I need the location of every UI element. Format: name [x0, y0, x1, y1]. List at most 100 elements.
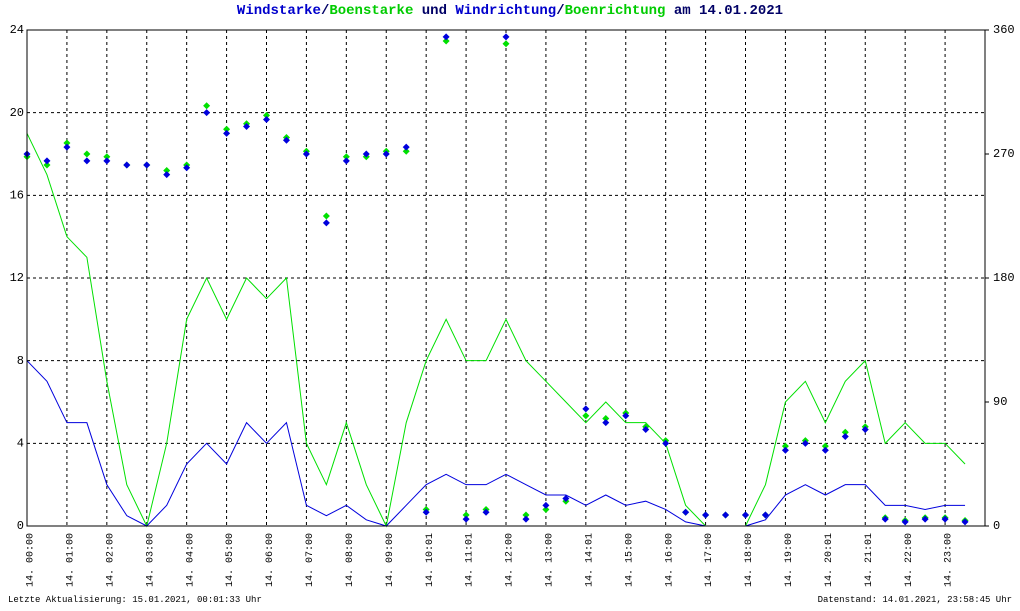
direction-point: [881, 515, 889, 523]
direction-point: [861, 426, 869, 434]
direction-point: [322, 219, 330, 227]
direction-point: [482, 508, 490, 516]
x-tick-label: 14. 00:00: [26, 533, 37, 587]
direction-point: [183, 164, 191, 172]
y2-tick-label: 270: [993, 147, 1015, 161]
direction-point: [462, 515, 470, 523]
direction-point: [761, 511, 769, 519]
x-tick-label: 14. 04:00: [185, 533, 196, 587]
x-tick-label: 14. 08:00: [345, 533, 356, 587]
x-tick-label: 14. 10:01: [425, 533, 436, 587]
footer-right: Datenstand: 14.01.2021, 23:58:45 Uhr: [818, 595, 1012, 605]
y2-tick-label: 360: [993, 23, 1015, 37]
direction-point: [442, 37, 450, 45]
direction-point: [203, 109, 211, 117]
direction-point: [582, 405, 590, 413]
x-tick-label: 14. 05:00: [225, 533, 236, 587]
direction-point: [103, 153, 111, 161]
x-tick-label: 14. 13:00: [545, 533, 556, 587]
direction-point: [382, 150, 390, 158]
direction-point: [542, 501, 550, 509]
plot-frame: [26, 29, 986, 527]
direction-point: [642, 426, 650, 434]
direction-point: [342, 157, 350, 165]
direction-point: [282, 136, 290, 144]
direction-point: [682, 508, 690, 516]
direction-point: [801, 439, 809, 447]
direction-point: [143, 161, 151, 169]
x-tick-label: 14. 22:00: [904, 533, 915, 587]
direction-point: [203, 102, 211, 110]
direction-point: [462, 511, 470, 519]
direction-point: [602, 419, 610, 427]
direction-point: [223, 129, 231, 137]
direction-point: [921, 515, 929, 523]
direction-point: [522, 515, 530, 523]
series-line: [26, 133, 966, 528]
y2-tick-label: 90: [993, 395, 1007, 409]
direction-point: [43, 157, 51, 165]
y2-tick-label: 0: [993, 519, 1000, 533]
direction-point: [263, 111, 270, 119]
direction-point: [442, 33, 450, 41]
title-part: Boenrichtung: [565, 3, 666, 19]
direction-point: [263, 116, 270, 124]
direction-point: [781, 442, 789, 450]
direction-point: [123, 161, 131, 169]
direction-point: [83, 157, 91, 165]
y-tick-label: 20: [10, 106, 24, 120]
title-part: /: [321, 3, 329, 19]
x-tick-label: 14. 19:00: [784, 533, 795, 587]
x-tick-label: 14. 15:00: [624, 533, 635, 587]
direction-point: [402, 147, 410, 155]
title-part: am 14.01.2021: [665, 3, 783, 19]
direction-point: [542, 505, 550, 513]
direction-point: [83, 150, 91, 158]
x-tick-label: 14. 07:00: [305, 533, 316, 587]
direction-point: [63, 139, 71, 147]
direction-point: [342, 153, 350, 161]
x-tick-label: 14. 20:01: [824, 533, 835, 587]
x-tick-label: 14. 12:00: [505, 533, 516, 587]
direction-point: [223, 125, 231, 133]
x-tick-label: 14. 14:01: [584, 533, 595, 587]
x-tick-label: 14. 16:00: [664, 533, 675, 587]
x-tick-label: 14. 01:00: [66, 533, 77, 587]
x-tick-label: 14. 17:00: [704, 533, 715, 587]
y-tick-label: 12: [10, 271, 24, 285]
x-tick-label: 14. 06:00: [265, 533, 276, 587]
direction-point: [502, 33, 510, 41]
direction-point: [961, 518, 969, 526]
x-tick-label: 14. 18:00: [744, 533, 755, 587]
title-part: Boenstarke: [329, 3, 413, 19]
direction-point: [422, 508, 430, 516]
direction-point: [163, 171, 171, 179]
x-tick-label: 14. 02:00: [105, 533, 116, 587]
direction-point: [841, 428, 849, 436]
x-tick-label: 14. 03:00: [145, 533, 156, 587]
direction-point: [362, 150, 370, 158]
series-line: [26, 360, 966, 527]
direction-point: [602, 415, 610, 423]
title-part: Windrichtung: [455, 3, 556, 19]
direction-point: [502, 40, 510, 48]
title-part: und: [413, 3, 455, 19]
direction-point: [901, 518, 909, 526]
direction-point: [582, 412, 590, 420]
title-part: Windstarke: [237, 3, 321, 19]
y-tick-label: 4: [17, 437, 24, 451]
direction-point: [402, 143, 410, 151]
direction-point: [722, 511, 730, 519]
x-tick-label: 14. 11:01: [465, 533, 476, 587]
y-tick-label: 16: [10, 189, 24, 203]
direction-point: [322, 212, 330, 220]
chart-title: Windstarke/Boenstarke und Windrichtung/B…: [237, 3, 783, 19]
y2-tick-label: 180: [993, 271, 1015, 285]
direction-point: [522, 511, 530, 519]
x-tick-label: 14. 21:01: [864, 533, 875, 587]
direction-point: [742, 511, 749, 519]
direction-point: [243, 122, 251, 130]
x-tick-label: 14. 23:00: [944, 533, 955, 587]
direction-point: [163, 167, 171, 175]
